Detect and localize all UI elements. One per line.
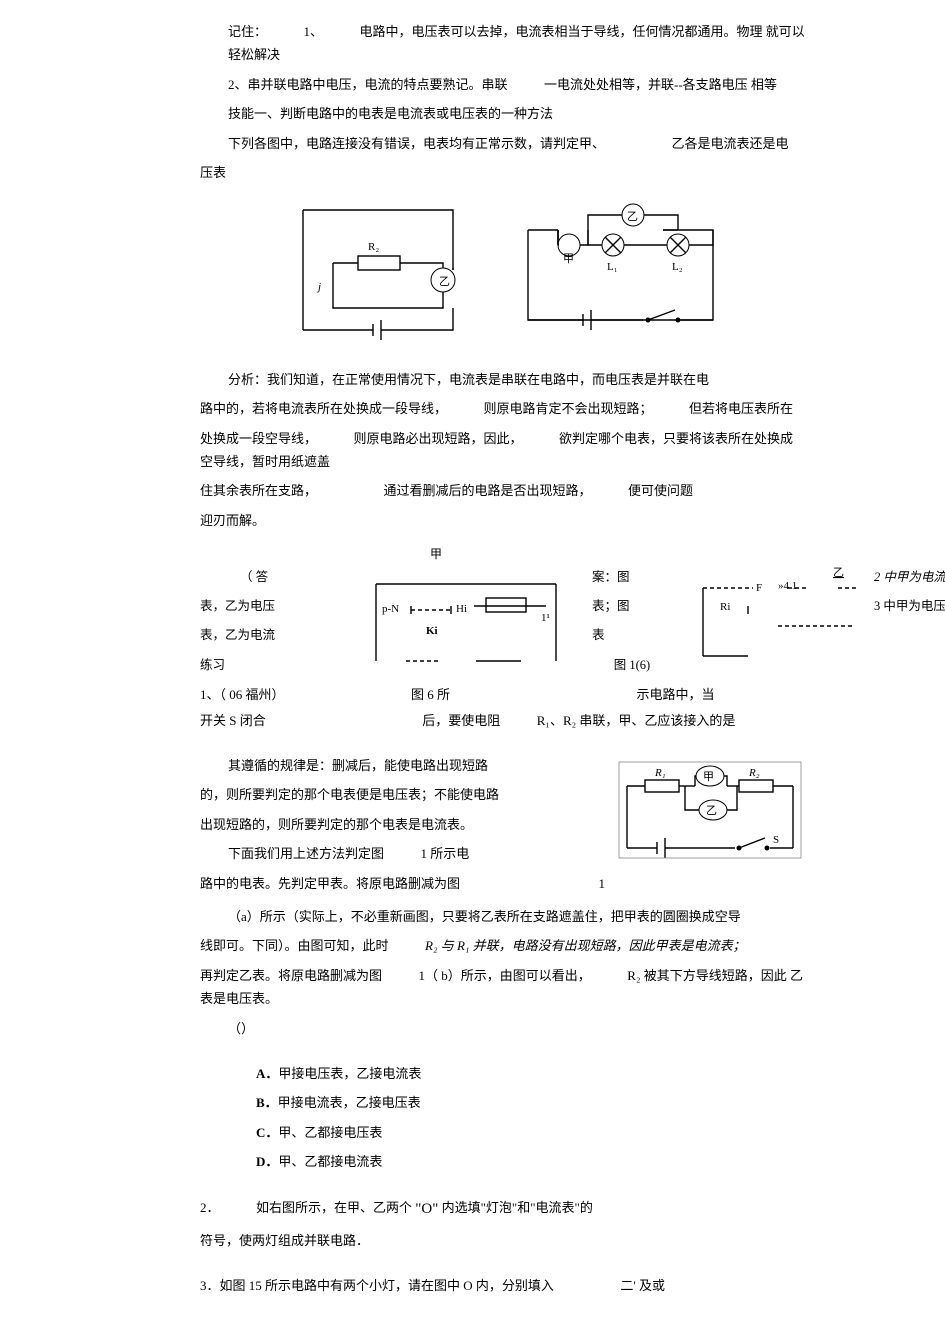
ans-right-1: 2 中甲为电流 bbox=[874, 566, 945, 589]
cont-l1: （a）所示（实际上，不必重新画图，只要将乙表所在支路遮盖住，把甲表的圆圈换成空导 bbox=[200, 905, 805, 928]
prompt-1b: 乙各是电流表还是电 bbox=[672, 136, 789, 151]
prompt-1a: 下列各图中，电路连接没有错误，电表均有正常示数，请判定甲、 bbox=[228, 136, 605, 151]
label-l1: L₁ bbox=[607, 261, 618, 273]
cont-l3: 再判定乙表。将原电路删减为图 1（ b）所示，由图可以看出， R₂ 被其下方导线… bbox=[200, 964, 805, 1011]
row-d-mid: 图 1(6) bbox=[592, 654, 672, 677]
q2-l2: 符号，使两灯组成并联电路． bbox=[200, 1229, 805, 1252]
document-page: 记住： 1、 电路中，电压表可以去掉，电流表相当于导线，任何情况都通用。物理 就… bbox=[0, 20, 945, 1297]
question-3: 3．如图 15 所示电路中有两个小灯，请在图中 O 内，分别填入 二' 及或 bbox=[200, 1274, 805, 1297]
lbl-ri: Ri bbox=[720, 601, 730, 613]
analysis-l1: 分析：我们知道，在正常使用情况下，电流表是串联在电路中，而电压表是并联在电 bbox=[200, 368, 805, 391]
lbl-jia-float: 甲 bbox=[703, 771, 714, 783]
mid-left-svg: p-N Hi Ki 1¹ bbox=[356, 566, 576, 676]
lbl-s-float: S bbox=[773, 834, 779, 846]
row-c-mid: 表 bbox=[592, 624, 672, 647]
label-l2: L₂ bbox=[672, 261, 683, 273]
option-b: B．甲接电流表，乙接电压表 bbox=[200, 1091, 805, 1114]
row-e: 1、（ 06 福州） 图 6 所 示电路中，当 bbox=[200, 683, 805, 706]
question-2: 2． 如右图所示，在甲、乙两个 "O" 内选填"灯泡"和"电流表"的 符号，使两… bbox=[200, 1196, 805, 1252]
option-d: D．甲、乙都接电流表 bbox=[200, 1150, 805, 1173]
circuit-diagram-right: 甲 乙 L₁ L₂ bbox=[513, 200, 723, 347]
lbl-r1: R₁ bbox=[654, 767, 666, 779]
options-block: A．甲接电压表，乙接电流表 B．甲接电流表，乙接电压表 C．甲、乙都接电压表 D… bbox=[200, 1062, 805, 1174]
note-num1: 1、 bbox=[304, 24, 324, 39]
note-text2a: 2、串并联电路中电压，电流的特点要熟记。串联 bbox=[228, 77, 508, 92]
note-text2b: 一电流处处相等，并联--各支路电压 相等 bbox=[544, 77, 777, 92]
analysis-l5: 迎刃而解。 bbox=[200, 509, 805, 532]
cont-l2: 线即可。下同）。由图可知，此时 R₂ 与 R₁ 并联，电路没有出现短路，因此甲表… bbox=[200, 934, 805, 957]
row-d-left: 练习 bbox=[200, 654, 350, 677]
jia-header-label: 甲 bbox=[430, 544, 945, 566]
analysis-l3: 处换成一段空导线， 则原电路必出现短路，因此， 欲判定哪个电表，只要将该表所在处… bbox=[200, 427, 805, 474]
big-o-icon: O bbox=[421, 1201, 432, 1217]
option-a: A．甲接电压表，乙接电流表 bbox=[200, 1062, 805, 1085]
label-yi-right: 乙 bbox=[627, 210, 638, 223]
note-line-1: 记住： 1、 电路中，电压表可以去掉，电流表相当于导线，任何情况都通用。物理 就… bbox=[200, 20, 805, 67]
row-f: 开关 S 闭合 后，要使电阻 R₁、R₂ 串联，甲、乙应该接入的是 bbox=[200, 709, 805, 732]
q3-circle: O bbox=[463, 1278, 472, 1293]
lbl-r2-float: R₂ bbox=[748, 767, 760, 779]
row-b-left: 表，乙为电压 bbox=[200, 595, 350, 618]
right-float-circuit: R₁ 甲 R₂ 乙 bbox=[615, 758, 805, 870]
rule-block: R₁ 甲 R₂ 乙 bbox=[200, 754, 805, 901]
mid-wrap-section: 甲 （ 答 p-N Hi Ki 1¹ bbox=[200, 544, 805, 744]
label-fignum-2: 2 bbox=[375, 339, 381, 340]
lbl-11: 1¹ bbox=[541, 612, 550, 624]
note-line-2: 2、串并联电路中电压，电流的特点要熟记。串联 一电流处处相等，并联--各支路电压… bbox=[200, 73, 805, 96]
label-jia-right: 甲 bbox=[563, 253, 574, 265]
lbl-p41: »4 1 bbox=[778, 580, 797, 592]
rule-l5: 路中的电表。先判定甲表。将原电路删减为图 1 bbox=[200, 872, 805, 895]
lbl-hi: Hi bbox=[456, 603, 467, 615]
top-diagram-row: R₂ 乙 j 2 甲 bbox=[200, 200, 805, 347]
label-r2: R₂ bbox=[368, 241, 379, 253]
cont-paren: （） bbox=[200, 1017, 805, 1040]
ans-mid-1: 案：图 bbox=[592, 566, 672, 589]
row-b-right: 3 中甲为电压 bbox=[874, 595, 945, 618]
lbl-yi-top: 乙 bbox=[833, 566, 844, 579]
row-c-left: 表，乙为电流 bbox=[200, 624, 350, 647]
lbl-ki: Ki bbox=[426, 625, 438, 637]
lbl-yi-float: 乙 bbox=[706, 804, 717, 817]
prompt-line-2: 压表 bbox=[200, 161, 805, 184]
analysis-l4: 住其余表所在支路， 通过看删减后的电路是否出现短路， 便可使问题 bbox=[200, 479, 805, 502]
lbl-pn: p-N bbox=[382, 603, 399, 615]
ans-open: （ 答 bbox=[200, 566, 350, 589]
analysis-l2: 路中的，若将电流表所在处换成一段导线， 则原电路肯定不会出现短路； 但若将电压表… bbox=[200, 397, 805, 420]
note-prefix: 记住： bbox=[228, 24, 267, 39]
row-b-mid: 表；图 bbox=[592, 595, 672, 618]
mid-right-svg: 乙 F »4 1 Ri bbox=[678, 566, 868, 676]
big-o-quote-close: " bbox=[432, 1201, 438, 1217]
label-j: j bbox=[316, 281, 321, 293]
prompt-line-1: 下列各图中，电路连接没有错误，电表均有正常示数，请判定甲、 乙各是电流表还是电 bbox=[200, 132, 805, 155]
circuit-diagram-left: R₂ 乙 j 2 bbox=[283, 200, 473, 347]
option-c: C．甲、乙都接电压表 bbox=[200, 1121, 805, 1144]
lbl-F: F bbox=[756, 582, 762, 594]
label-yi-left: 乙 bbox=[439, 275, 450, 288]
skill-title: 技能一、判断电路中的电表是电流表或电压表的一种方法 bbox=[200, 102, 805, 125]
